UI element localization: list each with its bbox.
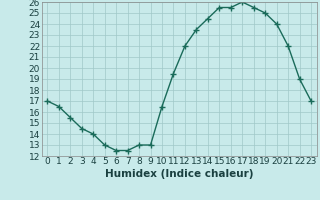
X-axis label: Humidex (Indice chaleur): Humidex (Indice chaleur) — [105, 169, 253, 179]
